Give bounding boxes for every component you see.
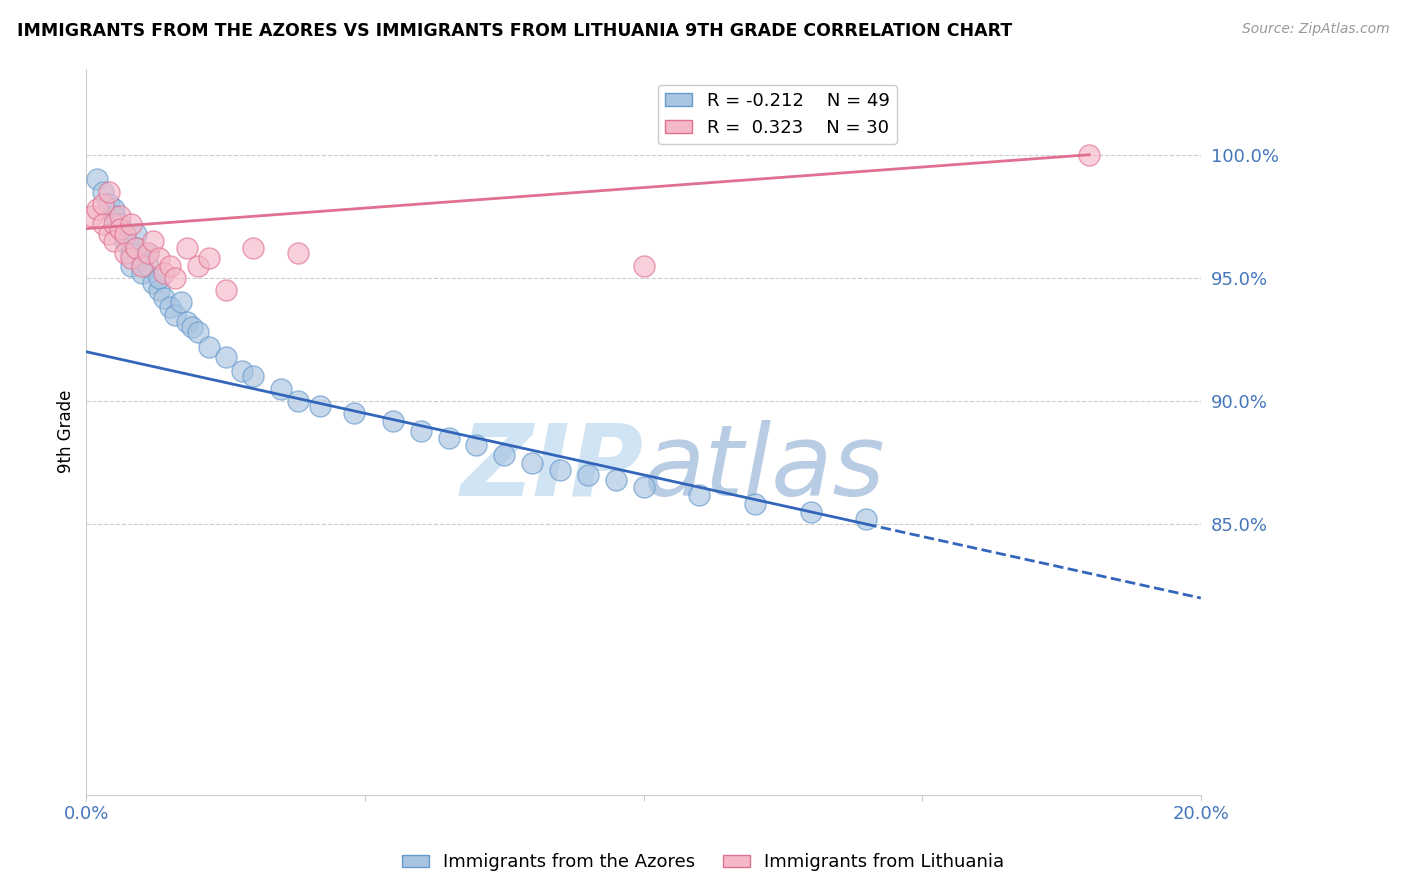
Point: [633, 480, 655, 494]
Point: [91, 185, 114, 199]
Point: [153, 291, 176, 305]
Point: [97, 197, 120, 211]
Point: [165, 308, 187, 322]
Point: [159, 259, 181, 273]
Point: [176, 315, 198, 329]
Point: [548, 463, 571, 477]
Point: [688, 487, 710, 501]
Point: [165, 271, 187, 285]
Point: [148, 283, 170, 297]
Point: [270, 382, 292, 396]
Point: [103, 202, 125, 216]
Y-axis label: 9th Grade: 9th Grade: [58, 390, 75, 474]
Point: [91, 197, 114, 211]
Point: [120, 259, 142, 273]
Point: [91, 217, 114, 231]
Point: [343, 406, 366, 420]
Text: atlas: atlas: [644, 419, 886, 516]
Point: [214, 283, 236, 297]
Legend: R = -0.212    N = 49, R =  0.323    N = 30: R = -0.212 N = 49, R = 0.323 N = 30: [658, 85, 897, 145]
Point: [120, 246, 142, 260]
Point: [97, 185, 120, 199]
Point: [80, 209, 103, 223]
Point: [231, 364, 253, 378]
Point: [108, 221, 131, 235]
Point: [120, 217, 142, 231]
Point: [148, 271, 170, 285]
Point: [153, 266, 176, 280]
Point: [605, 473, 627, 487]
Point: [103, 209, 125, 223]
Point: [744, 498, 766, 512]
Point: [148, 251, 170, 265]
Point: [125, 241, 148, 255]
Text: ZIP: ZIP: [461, 419, 644, 516]
Point: [108, 221, 131, 235]
Point: [86, 202, 108, 216]
Point: [465, 438, 488, 452]
Point: [198, 340, 221, 354]
Point: [170, 295, 193, 310]
Point: [142, 234, 165, 248]
Point: [131, 259, 153, 273]
Point: [131, 266, 153, 280]
Point: [103, 217, 125, 231]
Point: [125, 241, 148, 255]
Point: [494, 448, 516, 462]
Point: [159, 301, 181, 315]
Point: [136, 259, 159, 273]
Point: [114, 227, 136, 241]
Point: [214, 350, 236, 364]
Text: IMMIGRANTS FROM THE AZORES VS IMMIGRANTS FROM LITHUANIA 9TH GRADE CORRELATION CH: IMMIGRANTS FROM THE AZORES VS IMMIGRANTS…: [17, 22, 1012, 40]
Point: [855, 512, 877, 526]
Point: [309, 399, 332, 413]
Point: [114, 234, 136, 248]
Point: [120, 251, 142, 265]
Point: [409, 424, 432, 438]
Point: [136, 246, 159, 260]
Point: [187, 325, 209, 339]
Point: [242, 241, 264, 255]
Point: [242, 369, 264, 384]
Point: [633, 259, 655, 273]
Point: [381, 414, 404, 428]
Point: [125, 227, 148, 241]
Point: [176, 241, 198, 255]
Text: Source: ZipAtlas.com: Source: ZipAtlas.com: [1241, 22, 1389, 37]
Point: [108, 217, 131, 231]
Legend: Immigrants from the Azores, Immigrants from Lithuania: Immigrants from the Azores, Immigrants f…: [395, 847, 1011, 879]
Point: [187, 259, 209, 273]
Point: [131, 251, 153, 265]
Point: [437, 431, 460, 445]
Point: [114, 227, 136, 241]
Point: [287, 246, 309, 260]
Point: [114, 246, 136, 260]
Point: [97, 227, 120, 241]
Point: [181, 320, 204, 334]
Point: [142, 276, 165, 290]
Point: [108, 209, 131, 223]
Point: [198, 251, 221, 265]
Point: [103, 234, 125, 248]
Point: [576, 467, 599, 482]
Point: [86, 172, 108, 186]
Point: [136, 246, 159, 260]
Point: [287, 394, 309, 409]
Point: [520, 456, 543, 470]
Point: [1078, 147, 1101, 161]
Point: [800, 505, 823, 519]
